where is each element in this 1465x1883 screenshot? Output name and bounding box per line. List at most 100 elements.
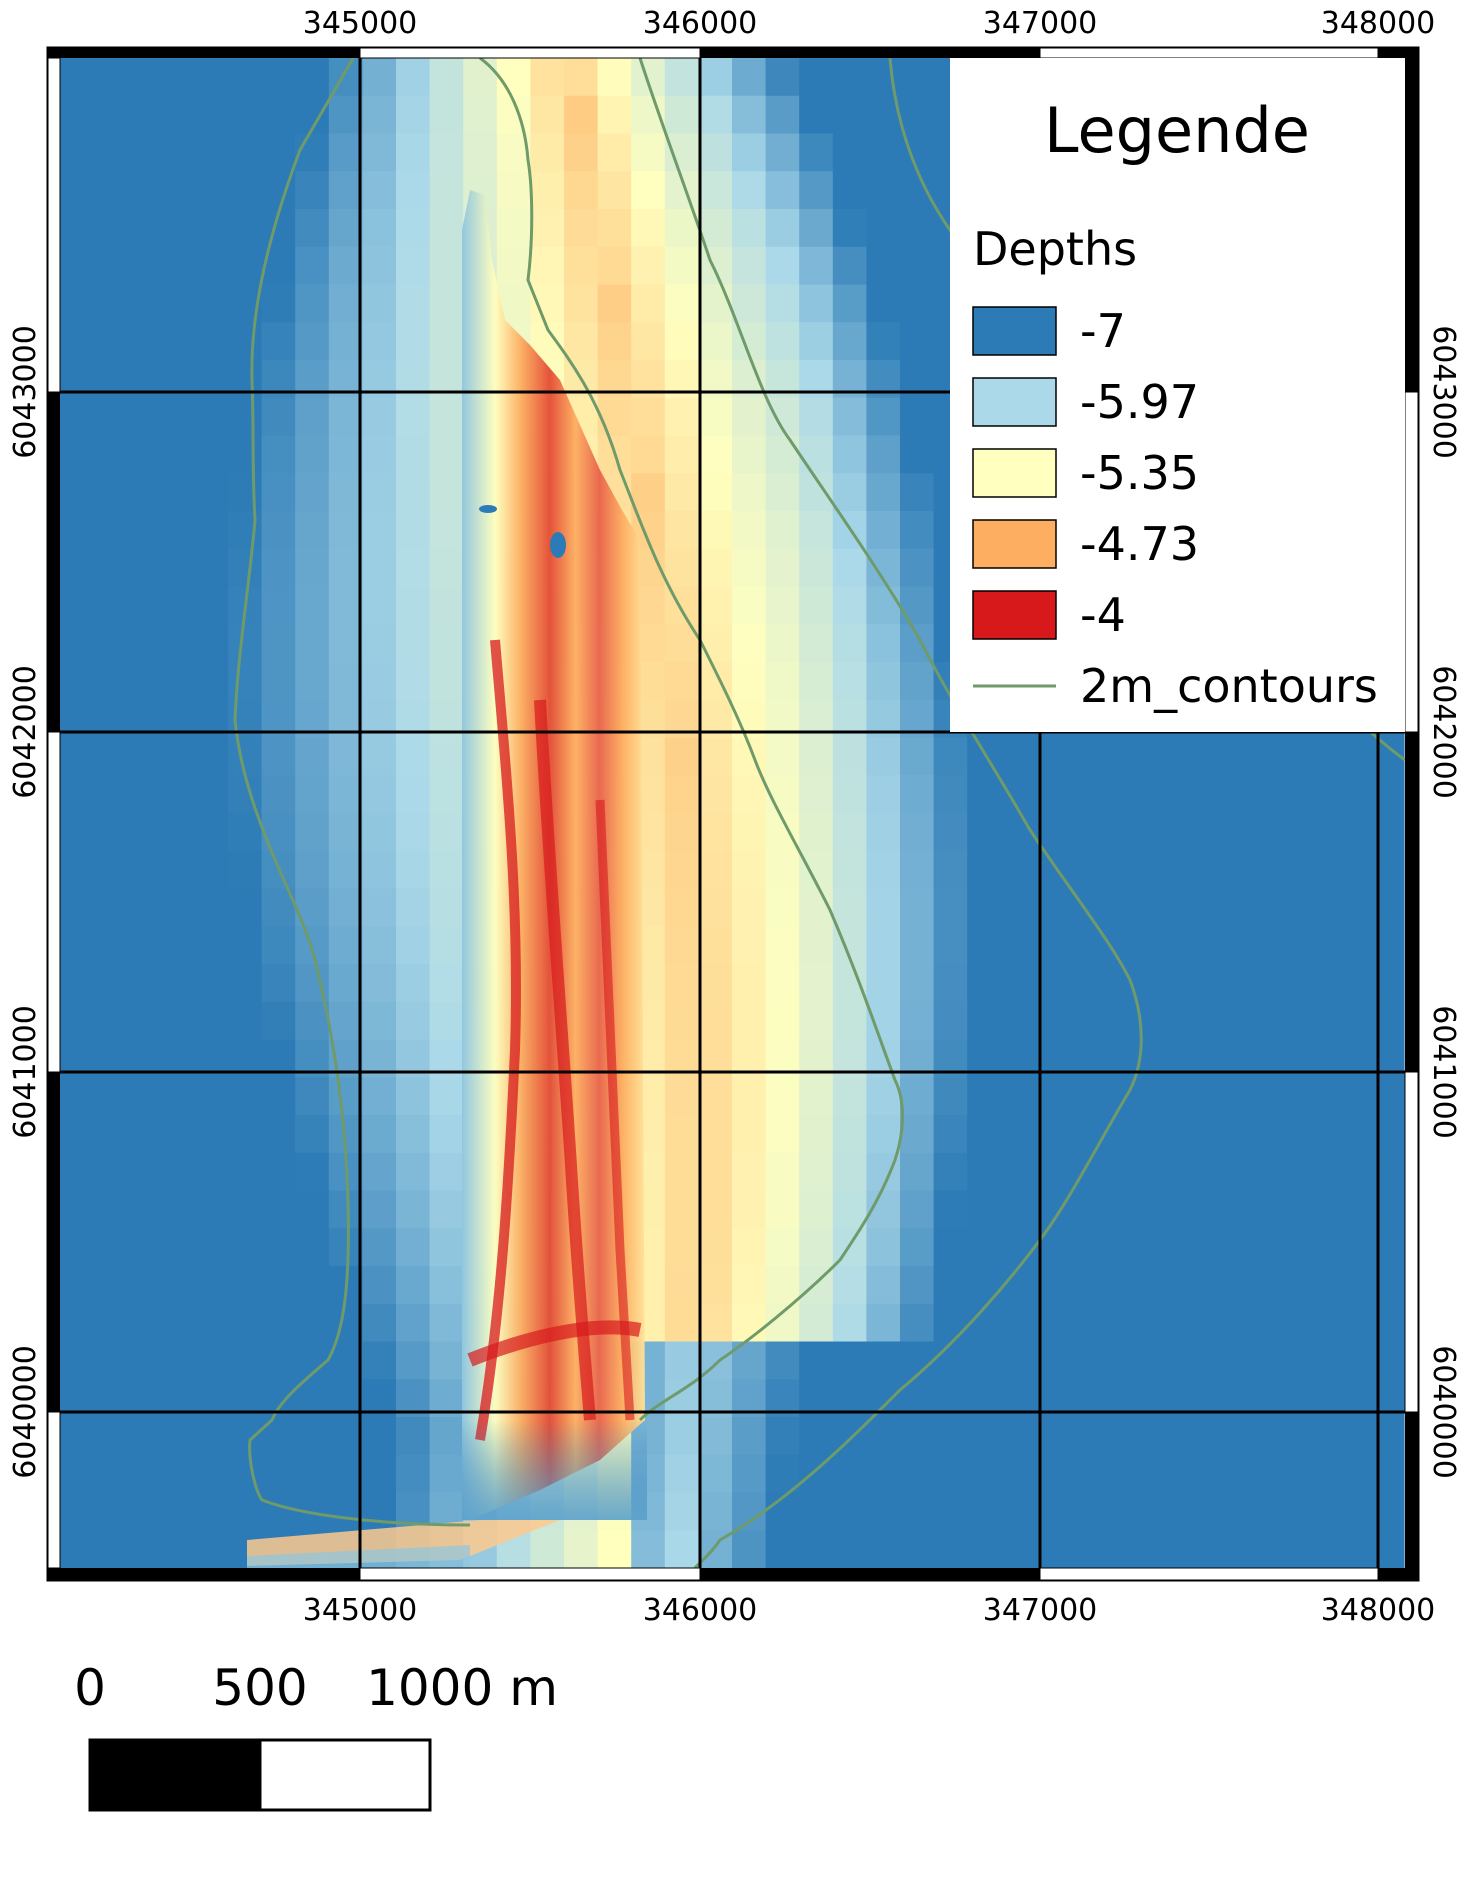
raster-cell xyxy=(160,813,195,852)
raster-cell xyxy=(160,435,195,474)
raster-cell xyxy=(1168,813,1203,852)
raster-cell xyxy=(429,1077,464,1116)
raster-cell xyxy=(60,1492,95,1531)
raster-cell xyxy=(328,1077,363,1116)
raster-cell xyxy=(1336,1115,1371,1154)
raster-cell xyxy=(1202,926,1237,965)
raster-cell xyxy=(362,1341,397,1380)
raster-cell xyxy=(1236,1077,1271,1116)
raster-cell xyxy=(429,1341,464,1380)
raster-cell xyxy=(1202,850,1237,890)
raster-cell xyxy=(194,926,229,965)
raster-cell xyxy=(900,964,935,1003)
raster-cell xyxy=(832,548,867,588)
raster-cell xyxy=(93,737,128,776)
raster-cell xyxy=(866,1115,901,1154)
raster-cell xyxy=(1000,1266,1035,1305)
raster-cell xyxy=(1370,926,1405,965)
raster-cell xyxy=(160,473,195,512)
raster-cell xyxy=(1236,1190,1271,1229)
raster-cell xyxy=(765,322,800,361)
raster-cell xyxy=(866,1001,901,1041)
raster-cell xyxy=(698,435,733,474)
raster-cell xyxy=(765,511,800,550)
raster-cell xyxy=(127,586,162,625)
raster-cell xyxy=(1336,1303,1371,1343)
raster-cell xyxy=(1336,1266,1371,1305)
raster-cell xyxy=(396,473,431,512)
raster-cell xyxy=(1068,1492,1103,1531)
raster-cell xyxy=(60,624,95,663)
raster-cell xyxy=(160,246,195,286)
raster-cell xyxy=(228,1152,263,1192)
raster-cell xyxy=(328,1417,363,1456)
raster-cell xyxy=(362,1303,397,1343)
raster-cell xyxy=(60,95,95,135)
raster-cell xyxy=(1000,850,1035,890)
x-label-bottom: 348000 xyxy=(1321,1593,1436,1628)
raster-cell xyxy=(328,133,363,172)
raster-cell xyxy=(396,926,431,965)
raster-cell xyxy=(295,1115,330,1154)
raster-cell xyxy=(698,1152,733,1192)
raster-cell xyxy=(127,850,162,890)
raster-cell xyxy=(1202,1115,1237,1154)
raster-cell xyxy=(732,775,767,814)
raster-cell xyxy=(900,1228,935,1267)
raster-cell xyxy=(429,624,464,663)
raster-cell xyxy=(1000,1492,1035,1531)
raster-cell xyxy=(261,1303,296,1343)
legend-subtitle: Depths xyxy=(973,222,1137,276)
raster-cell xyxy=(328,775,363,814)
raster-cell xyxy=(1269,926,1304,965)
raster-cell xyxy=(564,284,599,323)
raster-cell xyxy=(228,1190,263,1229)
raster-cell xyxy=(194,1115,229,1154)
raster-cell xyxy=(1269,775,1304,814)
raster-cell xyxy=(228,1492,263,1531)
raster-cell xyxy=(1269,1115,1304,1154)
raster-cell xyxy=(866,926,901,965)
raster-cell xyxy=(799,813,834,852)
raster-cell xyxy=(362,473,397,512)
raster-cell xyxy=(93,1417,128,1456)
raster-cell xyxy=(664,511,699,550)
raster-cell xyxy=(732,1152,767,1192)
raster-cell xyxy=(664,662,699,701)
raster-cell xyxy=(261,1115,296,1154)
raster-cell xyxy=(1168,1417,1203,1456)
raster-cell xyxy=(1168,1341,1203,1380)
raster-cell xyxy=(799,1001,834,1041)
raster-cell xyxy=(900,1077,935,1116)
raster-cell xyxy=(765,246,800,286)
raster-cell xyxy=(799,1492,834,1531)
raster-cell xyxy=(362,1417,397,1456)
raster-cell xyxy=(799,209,834,248)
raster-cell xyxy=(1269,1417,1304,1456)
raster-cell xyxy=(933,1152,968,1192)
raster-cell xyxy=(328,1454,363,1494)
raster-cell xyxy=(127,1266,162,1305)
raster-cell xyxy=(1168,1077,1203,1116)
raster-cell xyxy=(1336,1417,1371,1456)
raster-cell xyxy=(295,624,330,663)
raster-cell xyxy=(799,1190,834,1229)
raster-cell xyxy=(1135,926,1170,965)
raster-cell xyxy=(832,964,867,1003)
raster-cell xyxy=(362,1454,397,1494)
raster-cell xyxy=(664,435,699,474)
raster-cell xyxy=(160,58,195,97)
raster-cell xyxy=(127,473,162,512)
raster-cell xyxy=(967,813,1002,852)
raster-cell xyxy=(1236,964,1271,1003)
raster-cell xyxy=(194,1228,229,1267)
raster-cell xyxy=(799,586,834,625)
raster-cell xyxy=(194,511,229,550)
raster-cell xyxy=(261,1001,296,1041)
raster-cell xyxy=(160,284,195,323)
raster-cell xyxy=(93,813,128,852)
raster-cell xyxy=(866,209,901,248)
raster-cell xyxy=(631,397,666,437)
raster-cell xyxy=(664,58,699,97)
